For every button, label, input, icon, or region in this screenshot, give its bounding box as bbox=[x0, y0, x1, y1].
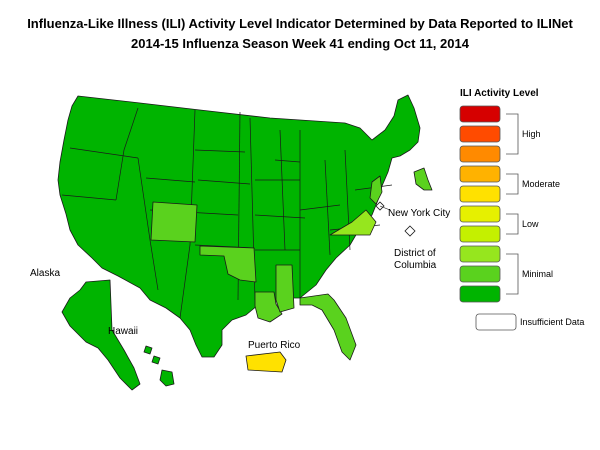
label-hawaii: Hawaii bbox=[108, 326, 138, 337]
label-new-york-city: New York City bbox=[388, 208, 450, 219]
legend-brackets bbox=[506, 113, 519, 295]
legend-group-label-2: Low bbox=[522, 219, 539, 229]
label-dc-line2: Columbia bbox=[394, 260, 437, 271]
state-new-jersey bbox=[369, 175, 383, 205]
state-louisiana bbox=[254, 291, 283, 323]
map-title: Influenza-Like Illness (ILI) Activity Le… bbox=[27, 16, 573, 31]
legend-bracket-0 bbox=[506, 113, 519, 155]
legend-bracket-2 bbox=[506, 213, 519, 235]
state-oklahoma bbox=[199, 245, 257, 283]
legend-swatch-level-6 bbox=[459, 185, 501, 203]
legend-swatch-insufficient bbox=[475, 313, 517, 331]
legend-swatch-level-4 bbox=[459, 225, 501, 243]
state-hawaii bbox=[159, 369, 175, 387]
state-florida bbox=[299, 293, 357, 361]
state-massachusetts bbox=[413, 167, 433, 191]
label-dc-line1: District of bbox=[394, 248, 436, 259]
legend-group-label-3: Minimal bbox=[522, 269, 553, 279]
legend-swatch-level-10 bbox=[459, 105, 501, 123]
dc-marker bbox=[404, 225, 416, 237]
label-puerto-rico: Puerto Rico bbox=[248, 340, 301, 351]
legend: ILI Activity Level High Moderate Low Minima… bbox=[459, 88, 584, 331]
state-alaska bbox=[61, 279, 141, 391]
label-alaska: Alaska bbox=[30, 268, 60, 279]
legend-swatch-level-1 bbox=[459, 285, 501, 303]
legend-swatches bbox=[459, 105, 501, 303]
legend-group-labels: High Moderate Low Minimal bbox=[522, 129, 560, 279]
map-subtitle: 2014-15 Influenza Season Week 41 ending … bbox=[131, 36, 469, 51]
territory-puerto-rico bbox=[245, 351, 287, 373]
legend-group-label-1: Moderate bbox=[522, 179, 560, 189]
legend-bracket-3 bbox=[506, 253, 519, 295]
state-virginia bbox=[329, 209, 377, 236]
legend-label-insufficient: Insufficient Data bbox=[520, 317, 584, 327]
legend-title: ILI Activity Level bbox=[460, 88, 539, 99]
legend-bracket-1 bbox=[506, 173, 519, 195]
state-colorado bbox=[150, 201, 198, 243]
state-hawaii-islands bbox=[143, 345, 161, 365]
legend-swatch-level-2 bbox=[459, 265, 501, 283]
nyc-leader-line bbox=[379, 205, 391, 211]
legend-swatch-level-8 bbox=[459, 145, 501, 163]
legend-swatch-level-9 bbox=[459, 125, 501, 143]
legend-group-label-0: High bbox=[522, 129, 541, 139]
legend-swatch-level-5 bbox=[459, 205, 501, 223]
legend-swatch-level-3 bbox=[459, 245, 501, 263]
legend-swatch-level-7 bbox=[459, 165, 501, 183]
state-mississippi bbox=[275, 264, 295, 313]
